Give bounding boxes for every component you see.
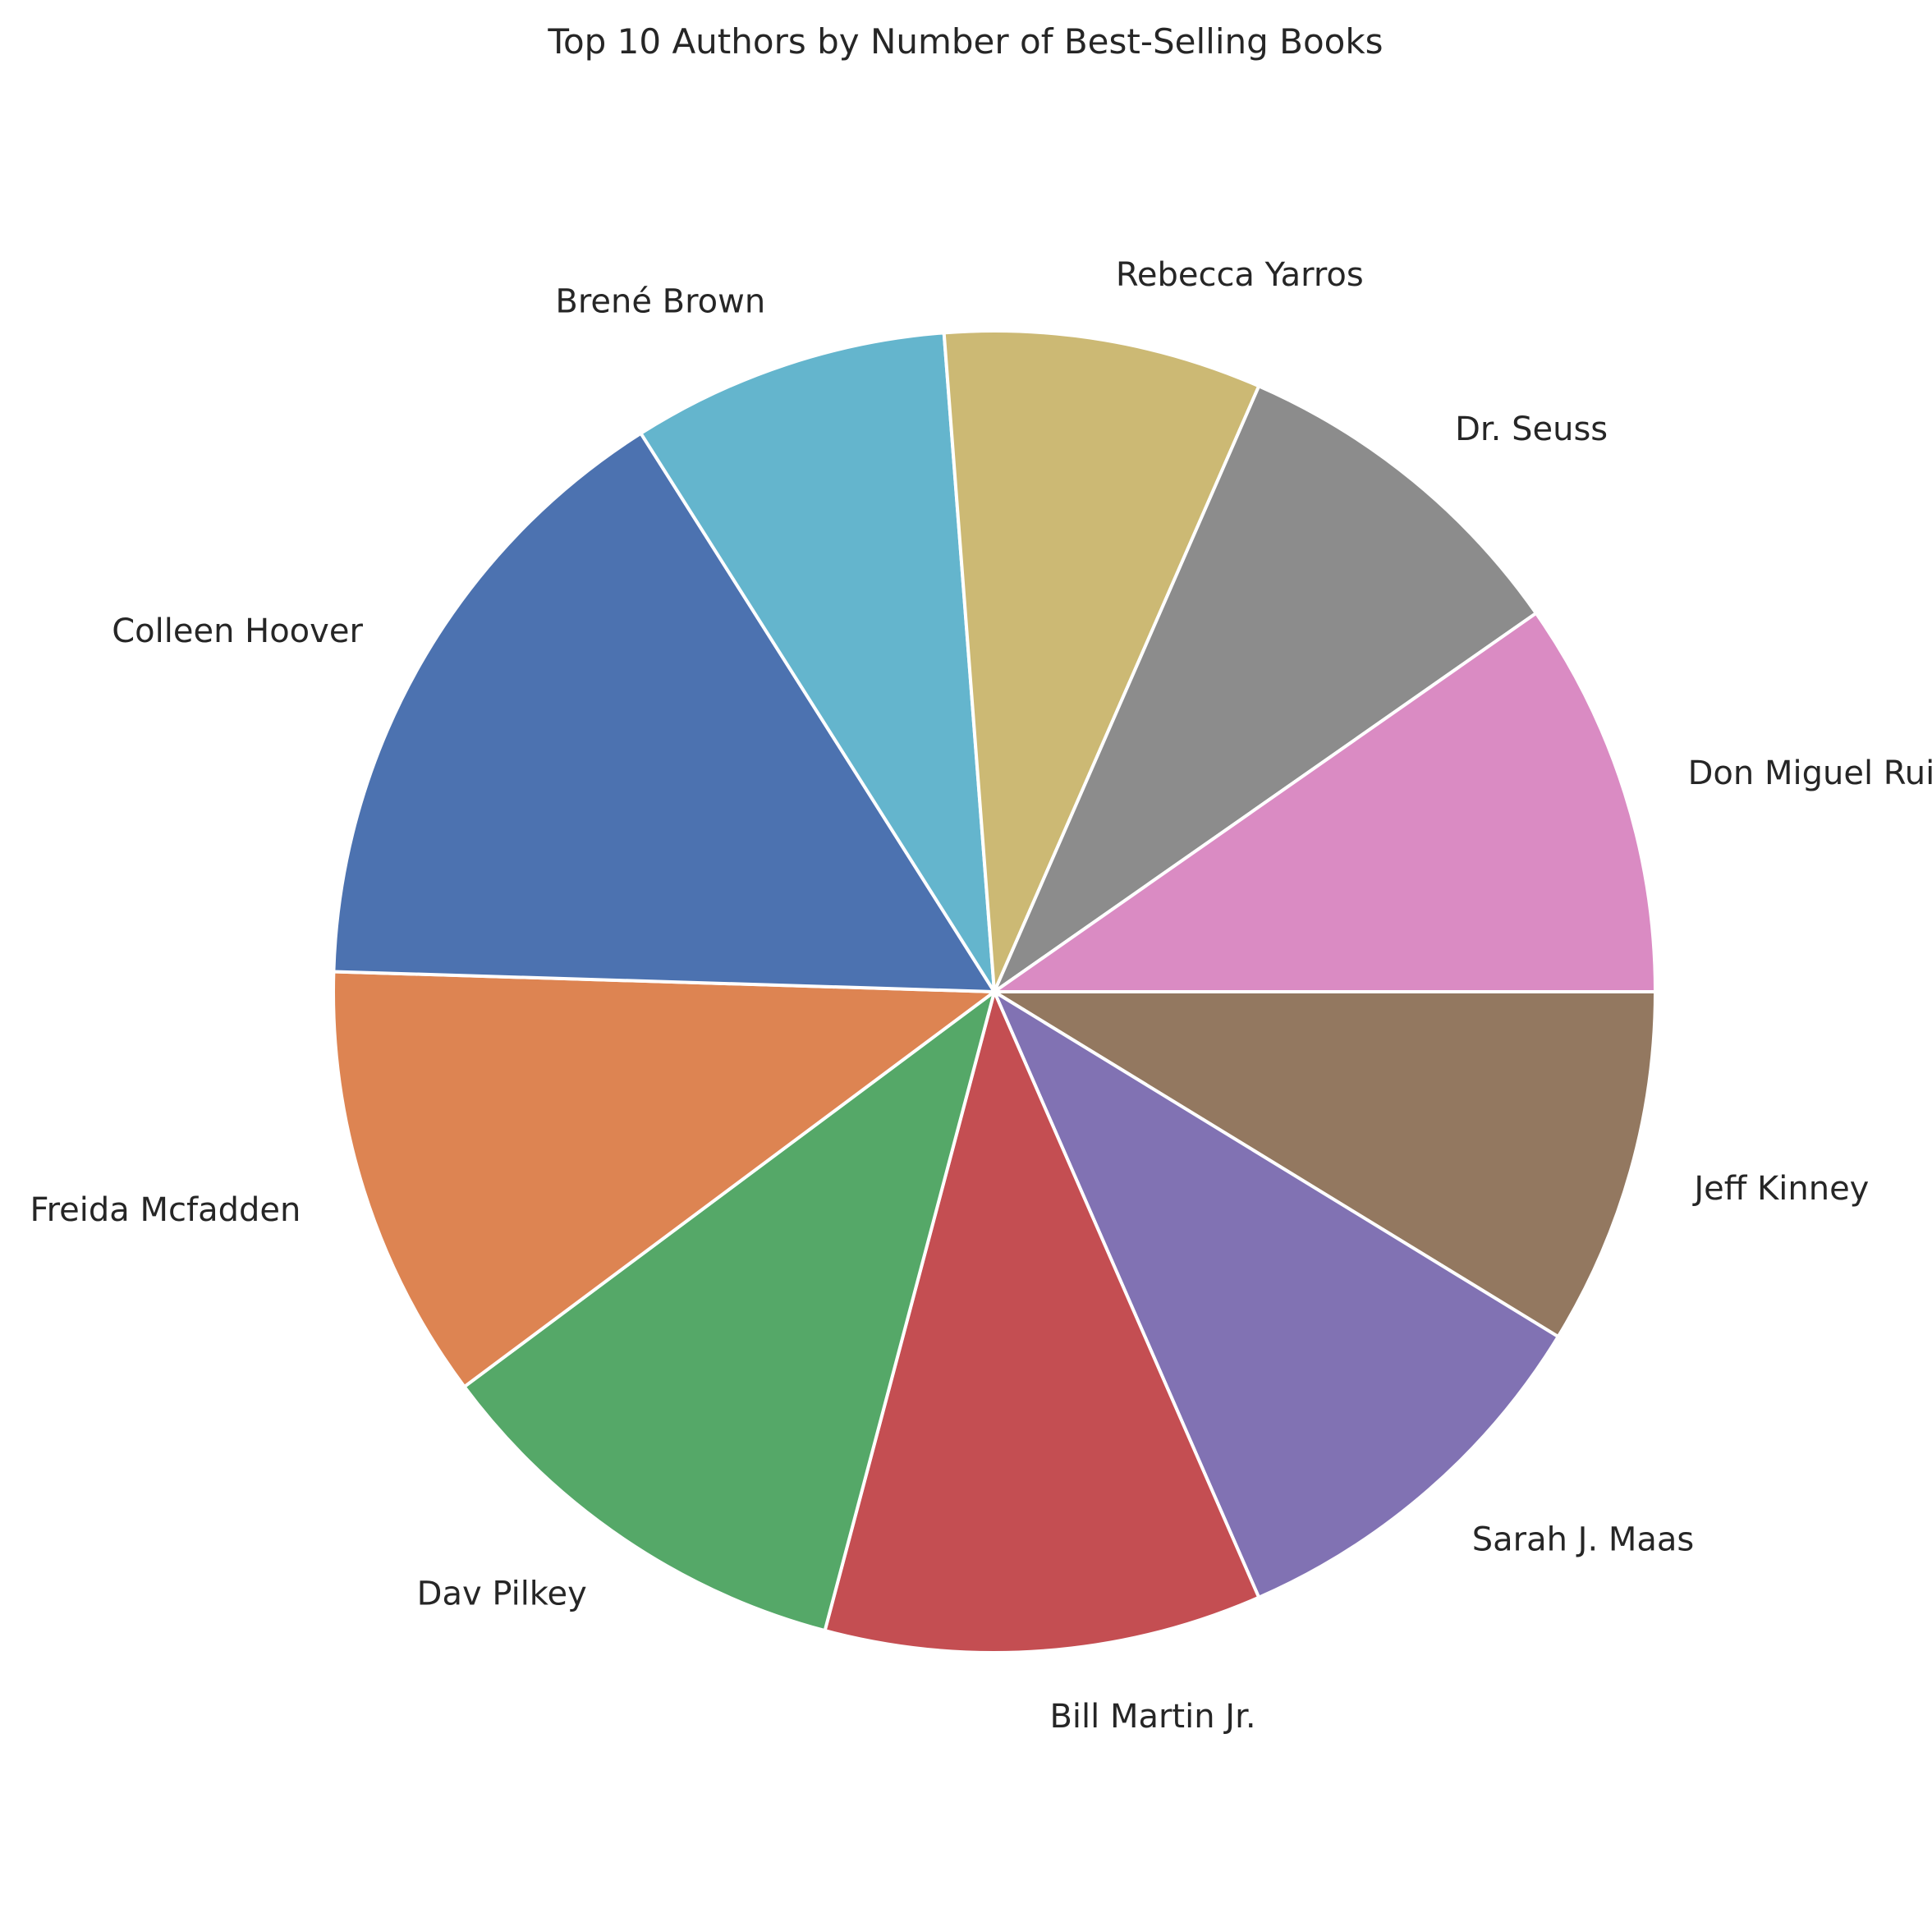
slice-label: Dav Pilkey [417, 1575, 587, 1612]
pie-slice-jeff-kinney [993, 990, 1657, 1339]
slice-label: Don Miguel Ruiz [1688, 755, 1932, 792]
pie-slice-bren-brown [639, 331, 996, 993]
pie-slice-dr-seuss [993, 384, 1538, 993]
slice-label: Colleen Hoover [112, 612, 363, 650]
slice-label: Bill Martin Jr. [1049, 1698, 1255, 1736]
pie-slice-dav-pilkey [462, 990, 996, 1633]
pie-slices [332, 329, 1657, 1654]
pie-slice-don-miguel-ruiz [993, 611, 1657, 993]
pie-slice-freida-mcfadden [332, 970, 996, 1389]
pie-slice-bill-martin-jr [823, 990, 1261, 1654]
slice-label: Dr. Seuss [1455, 411, 1608, 448]
slice-label: Freida Mcfadden [30, 1191, 301, 1229]
pie-slice-sarah-j-maas [993, 990, 1560, 1599]
pie-slice-colleen-hoover [332, 431, 996, 993]
slice-label: Brené Brown [555, 283, 765, 321]
pie-slice-rebecca-yarros [942, 329, 1261, 993]
slice-label: Sarah J. Maas [1472, 1521, 1695, 1559]
slice-label: Rebecca Yarros [1116, 256, 1364, 294]
slice-label: Jeff Kinney [1691, 1170, 1869, 1208]
pie-labels: Jeff Kinney Sarah J. Maas Bill Martin Jr. D… [30, 256, 1932, 1736]
chart-title: Top 10 Authors by Number of Best-Selling… [547, 21, 1383, 62]
